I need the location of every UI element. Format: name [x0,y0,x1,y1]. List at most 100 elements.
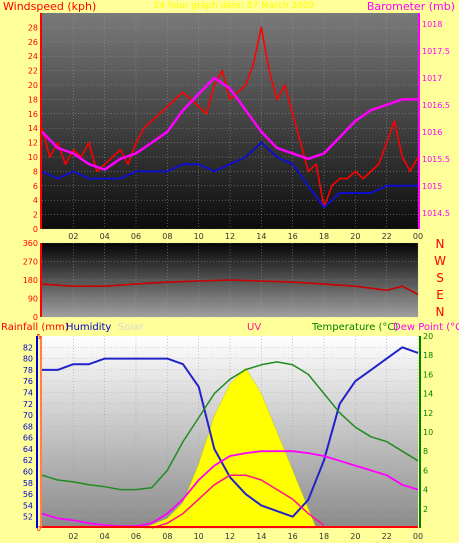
temp-y-tick-8: 8 [423,447,428,456]
hum-y-tick-72: 72 [23,400,33,409]
hum-y-tick-76: 76 [23,377,33,386]
temp-y-tick-12: 12 [423,409,433,418]
temp-x-tick-08: 08 [162,532,172,541]
hum-y-tick-54: 54 [23,501,33,510]
hum-y-tick-56: 56 [23,490,33,499]
temp-x-tick-14: 14 [256,532,266,541]
baro-y-tick-1017.5: 1017.5 [422,47,450,56]
hum-y-tick-52: 52 [23,513,33,522]
series-barometer [41,76,418,171]
temp-y-tick-20: 20 [423,332,433,341]
temp-x-tick-20: 20 [350,532,360,541]
hum-y-tick-60: 60 [23,468,33,477]
dir-y-tick-180: 180 [23,276,38,285]
legend-temperature: Temperature (°C) [311,322,398,333]
wind-x-tick-18: 18 [319,232,329,241]
hum-y-tick-78: 78 [23,366,33,375]
temp-x-tick-16: 16 [288,532,298,541]
temp-y-tick-16: 16 [423,370,433,379]
series-temperature [41,361,419,491]
wind-y-tick-8: 8 [33,167,38,176]
legend-uv: UV [247,322,261,333]
baro-y-tick-1018: 1018 [422,20,442,29]
wind-x-tick-10: 10 [194,232,204,241]
wind-y-tick-28: 28 [28,23,38,32]
temp-y-tick-10: 10 [423,428,433,437]
windspeed-axis-title: Windspeed (kph) [3,0,96,13]
wind-x-tick-22: 22 [382,232,392,241]
wind-y-tick-6: 6 [33,182,38,191]
dir-y-tick-270: 270 [23,258,38,267]
series-uv [151,474,325,529]
legend-rainfall: Rainfall (mm) [1,322,69,333]
hum-y-tick-58: 58 [23,479,33,488]
hum-y-tick-82: 82 [23,343,33,352]
wind-y-tick-26: 26 [28,38,38,47]
temp-x-tick-12: 12 [225,532,235,541]
wind-x-tick-12: 12 [225,232,235,241]
hum-y-tick-66: 66 [23,434,33,443]
hum-y-tick-62: 62 [23,456,33,465]
series-humidity [42,346,419,518]
wind-x-tick-08: 08 [162,232,172,241]
dir-letter-2: S [436,271,444,285]
legend-solar: Solar [118,322,144,333]
dir-letter-0: N [436,237,445,251]
graph-date-title: 24 hour graph date: 07 March 2009 [154,1,315,11]
temp-y-tick-18: 18 [423,351,433,360]
wind-y-tick-20: 20 [28,81,38,90]
baro-y-tick-1016: 1016 [422,128,442,137]
rain-y-tick-0: 0 [37,525,41,533]
wind-y-tick-18: 18 [28,95,38,104]
wind-x-tick-02: 02 [68,232,78,241]
hum-y-tick-68: 68 [23,422,33,431]
baro-y-tick-1017: 1017 [422,74,442,83]
baro-y-tick-1016.5: 1016.5 [422,101,450,110]
temp-y-tick-14: 14 [423,390,433,399]
wind-y-tick-24: 24 [28,52,38,61]
wind-y-tick-22: 22 [28,67,38,76]
legend-humidity: Humidity [66,322,111,333]
wind-x-tick-14: 14 [256,232,266,241]
wind-x-tick-06: 06 [131,232,141,241]
wind-x-tick-16: 16 [288,232,298,241]
dir-y-tick-0: 0 [33,313,38,322]
series-dew-point [41,450,419,527]
series-direction [41,279,419,296]
baro-y-tick-1015.5: 1015.5 [422,155,450,164]
baro-y-tick-1014.5: 1014.5 [422,209,450,218]
baro-y-tick-1015: 1015 [422,182,442,191]
wind-y-tick-12: 12 [28,139,38,148]
wind-x-tick-20: 20 [350,232,360,241]
temp-x-tick-18: 18 [319,532,329,541]
hum-y-tick-80: 80 [23,355,33,364]
wind-y-tick-14: 14 [28,124,38,133]
wind-x-tick-00: 00 [413,232,423,241]
temp-x-tick-00: 00 [413,532,423,541]
temp-x-tick-06: 06 [131,532,141,541]
wind-y-tick-0: 0 [33,225,38,234]
wind-y-tick-10: 10 [28,153,38,162]
temp-x-tick-22: 22 [382,532,392,541]
dir-letter-1: W [434,254,446,268]
series-windspeed [41,26,419,209]
temp-x-tick-10: 10 [194,532,204,541]
wind-y-tick-2: 2 [33,211,38,220]
temp-y-tick-4: 4 [423,486,428,495]
dir-letter-4: N [436,305,445,319]
wind-x-tick-04: 04 [100,232,110,241]
wind-y-tick-16: 16 [28,110,38,119]
temp-y-tick-6: 6 [423,466,428,475]
hum-y-tick-64: 64 [23,445,33,454]
dir-letter-3: E [436,288,444,302]
legend-dewpoint: Dew Point (°C) [393,322,459,333]
hum-y-tick-70: 70 [23,411,33,420]
temp-x-tick-04: 04 [100,532,110,541]
wind-y-tick-4: 4 [33,196,38,205]
dir-y-tick-90: 90 [28,295,38,304]
series-gust-average [41,141,418,209]
temp-x-tick-02: 02 [68,532,78,541]
barometer-axis-title: Barometer (mb) [367,0,455,13]
temp-y-tick-2: 2 [423,505,428,514]
